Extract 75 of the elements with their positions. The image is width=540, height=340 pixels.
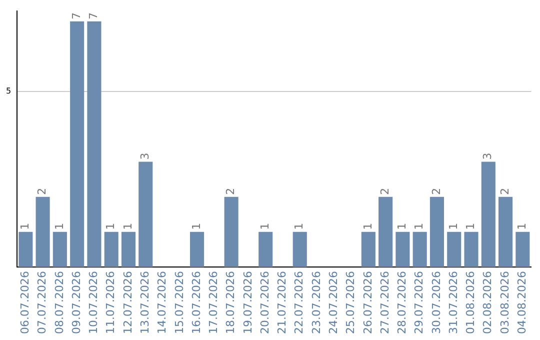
bar: [412, 232, 427, 268]
data-label: 1: [396, 222, 409, 230]
data-label: 1: [18, 222, 32, 230]
bar: [190, 232, 204, 268]
x-tick-label: 27.07.2026: [378, 271, 392, 334]
bar: [36, 196, 50, 268]
data-label: 2: [36, 188, 49, 195]
data-label: 1: [258, 222, 272, 230]
data-label: 1: [516, 222, 529, 230]
data-label: 2: [224, 188, 238, 195]
bar: [481, 162, 496, 268]
data-label: 2: [378, 188, 392, 195]
x-tick-label: 12.07.2026: [121, 271, 134, 334]
bar: [258, 232, 273, 268]
data-label: 2: [498, 188, 512, 195]
x-tick-label: 04.08.2026: [516, 271, 529, 334]
bar: [396, 232, 410, 268]
x-tick-label: 10.07.2026: [87, 271, 100, 334]
x-tick-label: 30.07.2026: [430, 271, 443, 334]
bar: [361, 232, 376, 268]
bar: [378, 196, 393, 268]
x-tick-label: 31.07.2026: [446, 271, 460, 334]
x-tick-label: 22.07.2026: [292, 271, 306, 334]
x-tick-label: 21.07.2026: [276, 271, 289, 334]
x-tick-label: 01.08.2026: [464, 271, 478, 334]
bar: [292, 232, 307, 268]
data-label: 1: [412, 222, 426, 230]
data-label: 1: [190, 222, 203, 230]
x-tick-label: 09.07.2026: [70, 271, 83, 334]
data-label: 3: [138, 152, 152, 160]
bar: [18, 232, 33, 268]
x-tick-label: 24.07.2026: [327, 271, 340, 334]
bar: [464, 232, 478, 268]
x-tick-label: 17.07.2026: [207, 271, 220, 334]
data-label: 1: [121, 222, 134, 230]
x-tick-label: 29.07.2026: [412, 271, 426, 334]
x-tick-label: 11.07.2026: [104, 271, 118, 334]
bar: [52, 232, 67, 268]
bar: [516, 232, 530, 268]
bar: [498, 196, 513, 268]
y-tick-label: 5: [6, 86, 12, 96]
bar: [121, 232, 136, 268]
x-tick-label: 25.07.2026: [344, 271, 358, 334]
x-tick-label: 03.08.2026: [498, 271, 512, 334]
bar: [104, 232, 118, 268]
x-tick-label: 06.07.2026: [18, 271, 32, 334]
x-tick-label: 16.07.2026: [190, 271, 203, 334]
x-tick-label: 20.07.2026: [258, 271, 272, 334]
data-label: 7: [87, 12, 100, 20]
data-label: 1: [104, 222, 118, 230]
data-label: 1: [464, 222, 478, 230]
x-tick-label: 23.07.2026: [310, 271, 323, 334]
x-tick-label: 28.07.2026: [396, 271, 409, 334]
bar: [70, 21, 84, 268]
data-label: 1: [361, 222, 374, 230]
data-label: 3: [481, 152, 494, 160]
x-tick-label: 14.07.2026: [156, 271, 169, 334]
x-tick-label: 02.08.2026: [481, 271, 494, 334]
data-label: 2: [430, 188, 443, 195]
data-label: 1: [446, 222, 460, 230]
bar: [138, 162, 153, 268]
data-label: 1: [52, 222, 66, 230]
x-tick-label: 13.07.2026: [138, 271, 152, 334]
x-tick-label: 26.07.2026: [361, 271, 374, 334]
x-tick-label: 15.07.2026: [172, 271, 186, 334]
bar: [87, 21, 102, 268]
data-label: 1: [292, 222, 306, 230]
bar: [430, 196, 444, 268]
bar: [224, 196, 238, 268]
x-tick-label: 18.07.2026: [224, 271, 238, 334]
x-tick-label: 19.07.2026: [241, 271, 254, 334]
bar: [447, 232, 462, 268]
data-label: 7: [70, 12, 83, 20]
x-tick-label: 07.07.2026: [36, 271, 49, 334]
x-tick-label: 08.07.2026: [52, 271, 66, 334]
